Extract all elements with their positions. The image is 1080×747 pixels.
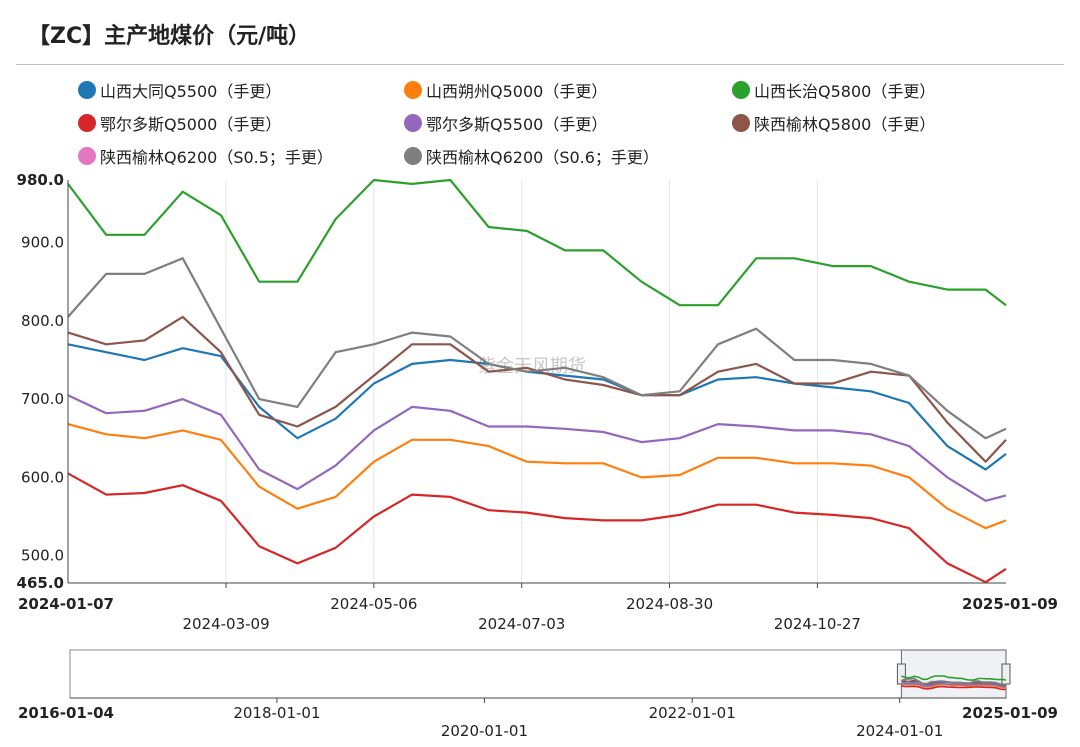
y-tick-label: 600.0: [21, 468, 64, 486]
legend-marker: [404, 81, 422, 99]
y-tick-label: 700.0: [21, 390, 64, 408]
y-max-label: 980.0: [17, 171, 64, 189]
x-tick-label: 2024-10-27: [774, 615, 861, 633]
legend-marker: [78, 147, 96, 165]
y-axis: 500.0 600.0 700.0 800.0 900.0 980.0 465.0: [17, 171, 69, 592]
x-tick-label: 2024-03-09: [182, 615, 269, 633]
legend-marker: [732, 114, 750, 132]
navigator-start-label: 2016-01-04: [18, 704, 114, 722]
x-tick-label: 2024-07-03: [478, 615, 565, 633]
y-min-label: 465.0: [17, 574, 64, 592]
legend-item-yulin-q6200-s06[interactable]: 陕西榆林Q6200（S0.6；手更）: [404, 144, 659, 168]
legend-label: 陕西榆林Q6200（S0.6；手更）: [426, 148, 659, 167]
legend-item-datong-q5500[interactable]: 山西大同Q5500（手更）: [78, 78, 281, 102]
legend-label: 山西长治Q5800（手更）: [754, 82, 936, 101]
navigator-tick-label: 2022-01-01: [649, 704, 736, 722]
y-tick-label: 900.0: [21, 234, 64, 252]
chart-title: 【ZC】主产地煤价（元/吨）: [28, 24, 311, 49]
legend-item-yulin-q6200-s05[interactable]: 陕西榆林Q6200（S0.5；手更）: [78, 144, 333, 168]
legend-marker: [404, 114, 422, 132]
series-lines: [67, 178, 1007, 584]
series-line-2: [67, 178, 1007, 307]
y-tick-label: 800.0: [21, 312, 64, 330]
legend-marker: [78, 114, 96, 132]
navigator-tick-label: 2018-01-01: [233, 704, 320, 722]
legend-item-ordos-q5500[interactable]: 鄂尔多斯Q5500（手更）: [404, 111, 607, 135]
x-end-label: 2025-01-09: [962, 595, 1058, 613]
legend-item-yulin-q5800[interactable]: 陕西榆林Q5800（手更）: [732, 111, 935, 135]
legend-label: 鄂尔多斯Q5000（手更）: [100, 115, 282, 134]
navigator-frame[interactable]: [69, 649, 1007, 699]
series-line-5: [67, 315, 1007, 463]
x-axis: 2024-03-09 2024-05-06 2024-07-03 2024-08-30…: [18, 582, 1058, 633]
legend-label: 陕西榆林Q6200（S0.5；手更）: [100, 148, 333, 167]
navigator-tick-label: 2024-01-01: [856, 722, 943, 740]
range-navigator: 2018-01-01 2020-01-01 2022-01-01 2024-01-01…: [18, 649, 1058, 740]
y-tick-label: 500.0: [21, 547, 64, 565]
navigator-line-3: [901, 685, 1007, 691]
legend-label: 陕西榆林Q5800（手更）: [754, 115, 936, 134]
legend-item-changzhi-q5800[interactable]: 山西长治Q5800（手更）: [732, 78, 935, 102]
navigator-line-4: [901, 682, 1007, 688]
series-line-3: [67, 472, 1007, 584]
legend-label: 山西大同Q5500（手更）: [100, 82, 282, 101]
legend-marker: [732, 81, 750, 99]
watermark: 紫金天风期货: [478, 356, 586, 377]
legend-label: 鄂尔多斯Q5500（手更）: [426, 115, 608, 134]
legend-marker: [78, 81, 96, 99]
gridlines: [225, 180, 818, 583]
legend-item-ordos-q5000[interactable]: 鄂尔多斯Q5000（手更）: [78, 111, 281, 135]
x-tick-label: 2024-08-30: [626, 595, 713, 613]
navigator-selection[interactable]: [900, 649, 1007, 699]
navigator-line-2: [901, 675, 1007, 681]
legend-item-shuozhou-q5000[interactable]: 山西朔州Q5000（手更）: [404, 78, 607, 102]
navigator-end-label: 2025-01-09: [962, 704, 1058, 722]
series-line-4: [67, 394, 1007, 502]
legend-marker: [404, 147, 422, 165]
navigator-line-7: [901, 677, 1007, 686]
navigator-tick-label: 2020-01-01: [441, 722, 528, 740]
series-line-1: [67, 423, 1007, 530]
x-start-label: 2024-01-07: [18, 595, 114, 613]
x-tick-label: 2024-05-06: [330, 595, 417, 613]
title-divider: [16, 64, 1064, 65]
series-line-7: [67, 257, 1007, 440]
navigator-handle-right[interactable]: [1001, 663, 1011, 685]
legend-label: 山西朔州Q5000（手更）: [426, 82, 608, 101]
